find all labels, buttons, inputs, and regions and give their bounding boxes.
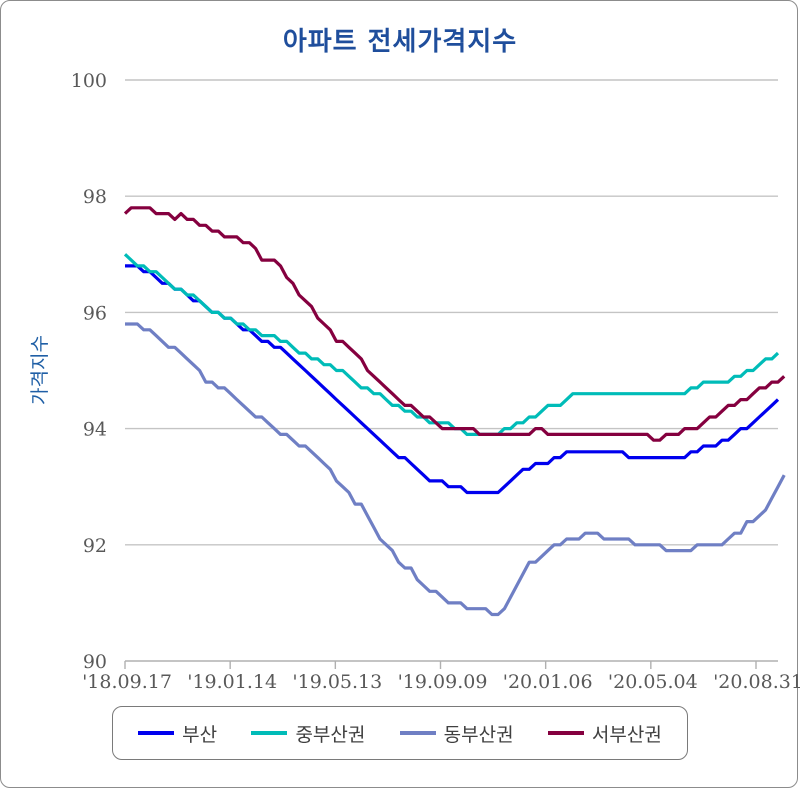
- axes: 90 92 94 96 98 100 '18.09.17 '19.01.14 '19.05.13…: [71, 70, 800, 693]
- x-tick-label: '20.08.31: [713, 671, 800, 693]
- legend-item: 부산: [138, 720, 217, 747]
- legend-label: 동부산권: [443, 723, 514, 746]
- y-tick-label: 96: [83, 302, 107, 324]
- gridlines: [125, 79, 778, 546]
- legend-label: 서부산권: [591, 723, 662, 746]
- legend-swatch: [138, 731, 175, 735]
- chart-title: 아파트 전세가격지수: [283, 27, 517, 57]
- x-tick-label: '19.09.09: [398, 671, 488, 693]
- series-line-2: [125, 322, 786, 617]
- legend-swatch: [251, 731, 288, 735]
- legend-label: 부산: [182, 723, 218, 746]
- x-tick-label: '20.01.06: [503, 671, 593, 693]
- legend-item: 동부산권: [399, 720, 514, 747]
- y-axis-label: 가격지수: [29, 335, 51, 405]
- legend-item: 중부산권: [251, 720, 365, 747]
- x-tick-label: '19.01.14: [187, 671, 277, 693]
- y-tick-label: 94: [83, 419, 107, 441]
- legend-item: 서부산권: [547, 720, 662, 747]
- y-tick-label: 98: [83, 186, 107, 208]
- legend-swatch: [547, 731, 584, 735]
- series-lines: [123, 206, 786, 617]
- y-tick-label: 100: [71, 70, 107, 92]
- series-line-0: [125, 264, 780, 495]
- x-tick-label: '20.05.04: [608, 671, 698, 693]
- x-tick-label: '18.09.17: [82, 671, 172, 693]
- legend-swatch: [399, 731, 436, 735]
- series-line-3: [123, 206, 786, 442]
- y-tick-label: 90: [83, 651, 107, 673]
- legend-label: 중부산권: [295, 723, 366, 746]
- legend: 부산 중부산권 동부산권 서부산권: [112, 706, 688, 760]
- x-tick-label: '19.05.13: [292, 671, 382, 693]
- series-line-1: [123, 253, 780, 436]
- y-tick-label: 92: [83, 535, 107, 557]
